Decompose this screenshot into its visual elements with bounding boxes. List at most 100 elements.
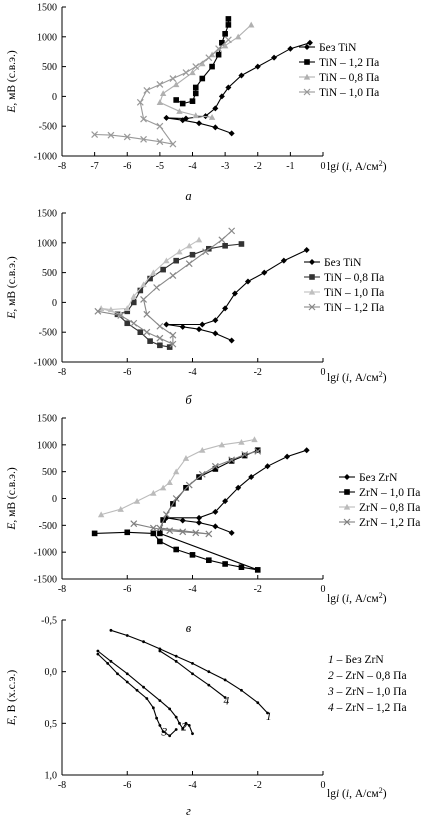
y-tick-label: 1000 bbox=[37, 238, 57, 249]
data-point bbox=[238, 72, 245, 79]
x-axis-label-part: ( bbox=[339, 161, 346, 173]
x-tick-label: -2 bbox=[254, 780, 262, 791]
series-4 bbox=[91, 36, 232, 148]
data-point bbox=[254, 447, 262, 455]
x-axis-label-part: i bbox=[346, 161, 349, 173]
data-point bbox=[130, 293, 137, 300]
legend-label: ZrN – 1,0 Па bbox=[359, 487, 420, 499]
data-point bbox=[125, 672, 129, 676]
legend-label: Без ZrN bbox=[359, 472, 398, 484]
data-point bbox=[173, 546, 179, 553]
data-point bbox=[205, 530, 213, 538]
panel-caption: в bbox=[186, 621, 192, 635]
data-point bbox=[133, 497, 141, 504]
data-point bbox=[169, 75, 177, 82]
data-point bbox=[125, 680, 129, 684]
legend-marker bbox=[303, 73, 311, 80]
data-point bbox=[212, 330, 219, 337]
x-tick-label: -4 bbox=[188, 584, 196, 595]
data-point bbox=[206, 557, 212, 564]
data-point bbox=[284, 453, 291, 460]
data-point bbox=[191, 732, 194, 736]
x-axis-label-part: i bbox=[336, 372, 339, 384]
data-point bbox=[202, 248, 209, 256]
legend-entry: TiN – 1,0 Па bbox=[304, 287, 384, 299]
data-point bbox=[158, 724, 162, 727]
data-point bbox=[159, 90, 167, 97]
x-axis-label-part: , А/см bbox=[349, 372, 379, 384]
data-point bbox=[117, 506, 124, 512]
data-point bbox=[130, 299, 137, 306]
x-axis-label-part: i bbox=[336, 788, 339, 800]
legend-marker bbox=[309, 259, 315, 265]
data-point bbox=[185, 481, 193, 489]
x-axis-label-part: ( bbox=[339, 372, 346, 384]
x-tick-label: -6 bbox=[123, 584, 131, 595]
legend-label: TiN – 1,0 Па bbox=[324, 287, 384, 299]
legend-text: – ZrN – 0,8 Па bbox=[334, 670, 407, 682]
legend-entry: TiN – 0,8 Па bbox=[299, 72, 379, 84]
y-tick-label: -0,5 bbox=[41, 616, 57, 627]
data-point bbox=[218, 441, 226, 448]
data-point bbox=[166, 479, 173, 485]
data-point bbox=[155, 716, 159, 720]
y-tick-label: 0 bbox=[52, 92, 57, 103]
data-point bbox=[192, 529, 200, 537]
y-tick-label: 500 bbox=[42, 268, 57, 279]
series-line bbox=[101, 239, 200, 315]
data-point bbox=[124, 529, 131, 536]
data-point bbox=[149, 524, 157, 532]
data-point bbox=[143, 328, 151, 336]
data-point bbox=[97, 511, 105, 518]
y-axis-label: E, В (х.с.э.) bbox=[6, 670, 18, 727]
data-point bbox=[189, 251, 196, 258]
legend-marker bbox=[304, 44, 310, 50]
data-point bbox=[221, 42, 229, 49]
legend-entry: 3 – ZrN – 1,0 Па bbox=[327, 686, 407, 698]
data-point bbox=[222, 31, 228, 37]
x-tick-label: -2 bbox=[254, 367, 262, 378]
data-point bbox=[219, 39, 225, 46]
data-point bbox=[241, 451, 249, 458]
data-point bbox=[234, 33, 242, 40]
data-point bbox=[174, 654, 178, 658]
data-point bbox=[182, 69, 190, 76]
y-axis-label-part: E bbox=[6, 106, 18, 114]
x-axis-label-part: ) bbox=[383, 788, 387, 800]
series-4 bbox=[158, 649, 227, 699]
series-3 bbox=[156, 21, 255, 120]
legend-label: Без TiN bbox=[324, 257, 362, 269]
data-point bbox=[212, 124, 219, 131]
legend-entry: Без ZrN bbox=[339, 472, 398, 484]
series-3 bbox=[97, 236, 203, 317]
curve-label: 1 bbox=[266, 711, 272, 723]
legend-marker bbox=[308, 303, 316, 311]
series-3 bbox=[97, 436, 258, 518]
data-point bbox=[189, 552, 196, 558]
data-point bbox=[228, 456, 236, 464]
data-point bbox=[182, 455, 190, 461]
legend-number: 1 bbox=[328, 654, 334, 666]
legend-entry: 4 – ZrN – 1,2 Па bbox=[328, 702, 407, 714]
data-point bbox=[199, 75, 206, 82]
data-point bbox=[91, 131, 99, 138]
x-axis-label-part: ) bbox=[383, 161, 387, 173]
data-point bbox=[218, 93, 225, 100]
data-point bbox=[212, 508, 219, 515]
data-point bbox=[228, 337, 235, 344]
x-axis-label-part: lg bbox=[327, 593, 336, 605]
series-2 bbox=[96, 649, 194, 736]
x-axis-label-part: 2 bbox=[379, 591, 383, 600]
series-line bbox=[116, 243, 242, 348]
data-point bbox=[130, 520, 138, 528]
legend-number: 2 bbox=[328, 670, 334, 682]
data-point bbox=[156, 322, 164, 330]
y-axis-label-part: , мВ (с.в.э.) bbox=[6, 467, 18, 522]
series-line bbox=[166, 42, 311, 134]
legend-entry: 1 – Без ZrN bbox=[328, 654, 384, 666]
data-point bbox=[225, 16, 232, 22]
x-tick-label: 0 bbox=[321, 584, 326, 595]
x-tick-label: -7 bbox=[90, 161, 98, 172]
data-point bbox=[179, 323, 186, 330]
data-point bbox=[91, 530, 98, 537]
